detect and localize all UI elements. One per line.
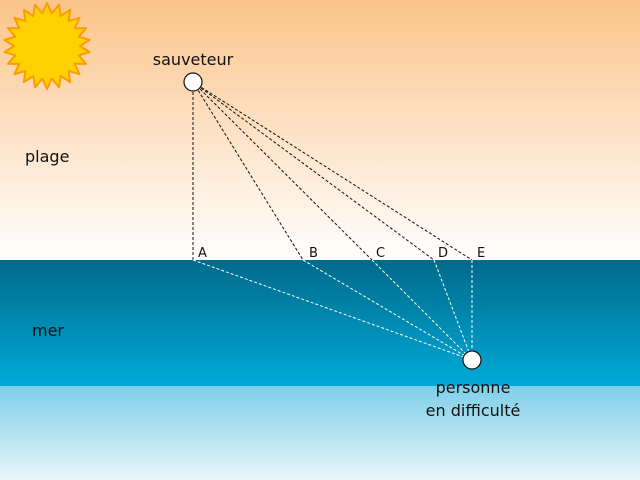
shallow-water-area [0, 386, 640, 480]
sun-icon [3, 2, 91, 90]
point-label-c: C [376, 246, 385, 261]
sea-area [0, 260, 640, 386]
water-paths [192, 259, 473, 361]
water-path-c [371, 259, 473, 361]
lifeguard-marker [183, 72, 203, 92]
land-paths [192, 81, 473, 261]
water-path-a [192, 259, 473, 361]
water-path-b [302, 259, 473, 361]
sea-label: mer [32, 321, 64, 340]
beach-label: plage [25, 147, 69, 166]
person-label-line1: personne [436, 378, 511, 397]
land-path-e [192, 81, 473, 261]
point-label-b: B [309, 246, 318, 261]
person-marker [462, 350, 482, 370]
beach-area [0, 0, 640, 260]
point-label-e: E [477, 246, 485, 261]
point-label-d: D [438, 246, 448, 261]
person-label-line2: en difficulté [426, 401, 521, 420]
water-path-d [433, 259, 473, 361]
land-path-c [192, 81, 373, 261]
lifeguard-label: sauveteur [153, 50, 234, 69]
point-label-a: A [198, 246, 207, 261]
